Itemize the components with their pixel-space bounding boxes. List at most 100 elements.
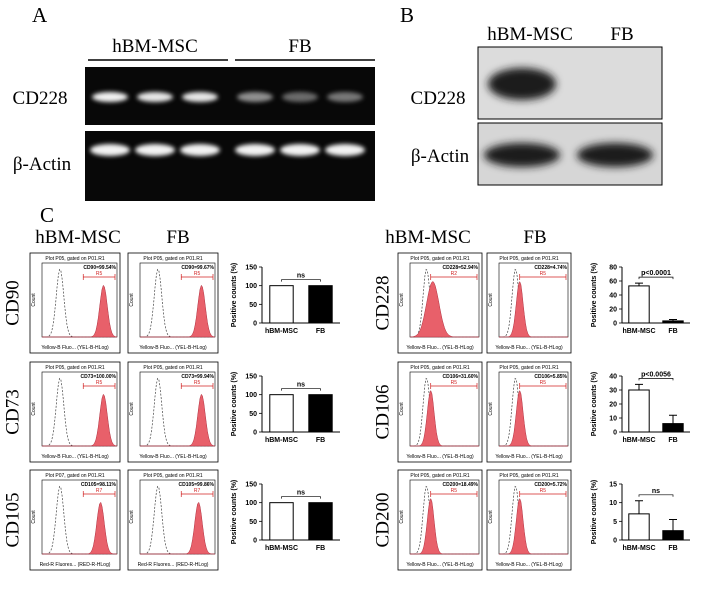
panel-label: C [40,203,54,227]
gate-label: Plot P05, gated on P01.R1 [410,256,469,262]
x-tick-label: hBM-MSC [622,437,655,444]
y-axis-label: Count [31,510,37,524]
stained-histogram [410,497,479,555]
x-tick-label: FB [668,328,677,335]
y-tick-label: 60 [609,279,617,286]
y-tick-label: 0 [613,430,617,437]
y-axis-label: Positive counts (%) [231,480,238,545]
x-axis-label: Yellow-B Fluo... (YEL-B-HLog) [406,454,474,460]
y-tick-label: 0 [253,430,257,437]
stained-histogram [140,501,215,555]
x-tick-label: FB [668,437,677,444]
y-axis-label: Count [31,402,37,416]
y-tick-label: 50 [249,302,257,309]
y-tick-label: 100 [245,500,257,507]
significance-label: p<0.0056 [641,371,671,378]
error-bar [669,414,677,424]
row-label: CD228 [13,88,68,109]
x-axis-label: Yellow-B Fluo... (YEL-B-HLog) [139,345,207,351]
band [90,144,130,156]
y-tick-label: 150 [245,265,257,272]
bar [308,502,333,541]
gel-actin [85,131,375,201]
bar [308,285,333,324]
gate-label: Plot P05, gated on P01.R1 [499,365,558,371]
marker-label: CD106 [372,385,393,440]
region-label: R5 [96,271,103,277]
x-axis-label: Red-R Fluores... (RED-R-HLog) [138,562,209,568]
x-axis-label: Red-R Fluores... (RED-R-HLog) [40,562,111,568]
significance-bracket [281,279,321,282]
band [280,144,320,156]
panel-label: A [32,3,48,27]
y-tick-label: 0 [613,321,617,328]
region-label: R2 [451,271,458,277]
marker-label: CD73 [2,389,23,434]
gate-label: Plot P05, gated on P01.R1 [45,365,104,371]
panel-label: B [400,3,414,27]
region-label: R5 [194,380,201,386]
stat-label: CD90=99.54% [83,265,116,271]
significance-bracket [638,276,674,280]
gel-cd228 [85,67,375,125]
significance-label: ns [297,490,305,497]
stat-label: CD106=31.60% [443,374,479,380]
y-axis-label: Count [399,293,405,307]
y-tick-label: 40 [609,374,617,381]
region-label: R5 [540,488,547,494]
x-axis-label: Yellow-B Fluo... (YEL-B-HLog) [495,562,563,568]
significance-label: ns [297,273,305,280]
x-tick-label: hBM-MSC [265,545,298,552]
stat-label: CD106=5.85% [534,374,567,380]
y-tick-label: 5 [613,519,617,526]
stat-label: CD200=5.72% [534,482,567,488]
gate-label: Plot P05, gated on P01.R1 [143,365,202,371]
y-axis-label: Positive counts (%) [591,263,598,328]
region-label: R5 [540,271,547,277]
y-axis-label: Positive counts (%) [231,372,238,437]
gate-label: Plot P05, gated on P01.R1 [143,473,202,479]
y-tick-label: 100 [245,283,257,290]
region-label: R5 [451,488,458,494]
y-axis-label: Positive counts (%) [231,263,238,328]
y-tick-label: 100 [245,392,257,399]
y-tick-label: 150 [245,482,257,489]
region-label: R7 [96,488,103,494]
region-label: R5 [96,380,103,386]
y-axis-label: Positive counts (%) [591,480,598,545]
error-bar [669,319,677,321]
band [327,92,363,102]
y-tick-label: 50 [249,519,257,526]
stained-histogram [140,393,216,447]
marker-label: CD228 [372,276,393,331]
y-axis-label: Count [488,402,494,416]
y-tick-label: 30 [609,388,617,395]
bar [662,423,684,433]
y-tick-label: 150 [245,374,257,381]
significance-bracket [638,378,674,381]
bar [308,394,333,433]
error-bar [635,500,643,514]
error-bar [669,518,677,531]
x-axis-label: Yellow-B Fluo... (YEL-B-HLog) [495,345,563,351]
marker-label: CD105 [2,493,23,548]
significance-label: p<0.0001 [641,270,671,277]
x-axis-label: Yellow-B Fluo... (YEL-B-HLog) [406,562,474,568]
stat-label: CD228=52.94% [443,265,479,271]
y-tick-label: 50 [249,411,257,418]
x-axis-label: Yellow-B Fluo... (YEL-B-HLog) [495,454,563,460]
group-label: FB [610,24,633,45]
column-header: FB [166,227,189,248]
band [235,144,275,156]
group-label: hBM-MSC [112,36,198,57]
region-label: R5 [540,380,547,386]
significance-label: ns [652,488,660,495]
y-axis-label: Positive counts (%) [591,372,598,437]
stat-label: CD90=99.67% [181,265,214,271]
x-tick-label: hBM-MSC [622,328,655,335]
row-label: β-Actin [13,154,72,175]
gate-label: Plot P05, gated on P01.R1 [410,473,469,479]
stained-histogram [42,393,118,447]
bar [628,513,650,541]
